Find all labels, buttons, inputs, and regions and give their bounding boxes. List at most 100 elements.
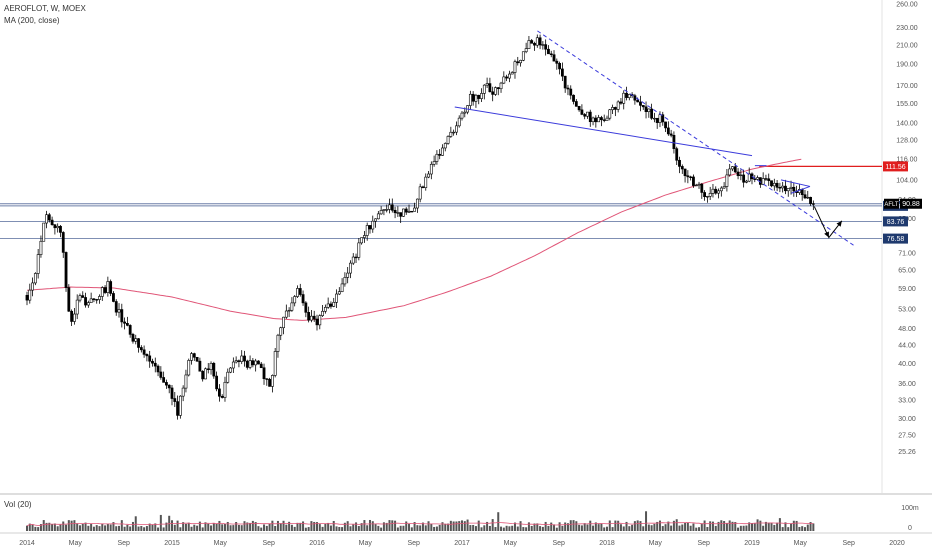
candle-body xyxy=(547,48,550,55)
volume-bar xyxy=(600,523,603,531)
volume-bar xyxy=(578,524,581,531)
volume-bar xyxy=(279,523,282,531)
volume-bar xyxy=(131,521,134,531)
candle-body xyxy=(421,186,425,188)
candle-body xyxy=(669,133,673,136)
volume-bar xyxy=(288,521,291,531)
volume-bar xyxy=(806,524,809,531)
volume-bar xyxy=(639,521,642,531)
volume-bar xyxy=(265,525,268,531)
volume-bar xyxy=(78,525,81,531)
volume-bar xyxy=(332,520,335,531)
volume-bar xyxy=(182,522,185,531)
candle-body xyxy=(390,204,394,211)
candle-body xyxy=(789,186,793,189)
candle-body xyxy=(533,42,536,46)
candle-body xyxy=(496,87,500,90)
candle-body xyxy=(477,94,481,99)
ma-200-line xyxy=(26,158,802,321)
candle-body xyxy=(563,75,567,89)
candle-body xyxy=(178,395,182,416)
volume-bar xyxy=(801,526,804,531)
candle-body xyxy=(125,323,129,326)
volume-bar xyxy=(508,526,511,531)
candle-body xyxy=(346,272,350,278)
volume-bar xyxy=(664,524,667,531)
y-tick-label: 30.00 xyxy=(898,416,916,423)
candle-body xyxy=(95,299,99,301)
candle-body xyxy=(689,176,693,178)
candle-body xyxy=(432,161,436,165)
volume-bar xyxy=(318,524,321,531)
candle-body xyxy=(248,360,252,368)
candle-body xyxy=(368,225,372,230)
volume-bar xyxy=(608,520,611,531)
volume-bar xyxy=(70,520,73,531)
current-price-tag xyxy=(900,198,922,209)
volume-bar xyxy=(539,526,542,531)
volume-bar xyxy=(500,526,503,531)
volume-bar xyxy=(784,522,787,531)
candle-body xyxy=(86,302,90,306)
candle-body xyxy=(722,186,726,189)
volume-bar xyxy=(424,525,427,531)
candle-body xyxy=(92,298,96,300)
candle-body xyxy=(304,302,308,313)
volume-bar xyxy=(594,522,597,531)
volume-bar xyxy=(447,523,450,531)
candle-body xyxy=(427,173,430,178)
volume-bar xyxy=(271,520,274,531)
volume-bar xyxy=(742,525,745,531)
volume-bar xyxy=(324,524,327,531)
candle-body xyxy=(167,384,171,389)
candle-body xyxy=(176,401,179,416)
candle-body xyxy=(781,185,785,189)
candle-body xyxy=(332,302,336,307)
volume-bar xyxy=(257,526,260,531)
volume-bar xyxy=(770,522,773,531)
trendline xyxy=(454,106,753,157)
candle-body xyxy=(694,184,698,187)
candle-body xyxy=(393,209,397,214)
volume-bar xyxy=(762,525,765,531)
candle-body xyxy=(415,198,419,209)
y-tick-label: 104.00 xyxy=(896,177,918,184)
volume-pane: 100m 0 xyxy=(26,505,919,532)
candle-body xyxy=(349,262,352,274)
volume-bar xyxy=(480,527,483,531)
candle-body xyxy=(335,293,338,303)
volume-bar xyxy=(176,520,179,531)
volume-bar xyxy=(709,521,712,531)
candle-body xyxy=(463,111,467,114)
volume-bar xyxy=(781,527,784,531)
volume-bar xyxy=(193,524,196,531)
volume-axis-label-bottom: 0 xyxy=(908,525,912,532)
y-tick-label: 128.00 xyxy=(896,138,918,145)
volume-bar xyxy=(695,527,698,531)
volume-bar xyxy=(243,521,246,531)
volume-bar xyxy=(346,521,349,531)
candle-body xyxy=(424,176,428,188)
candle-body xyxy=(731,166,734,170)
y-tick-label: 36.00 xyxy=(898,381,916,388)
x-tick-label: 2017 xyxy=(454,540,470,547)
candle-body xyxy=(633,95,637,101)
candle-body xyxy=(700,183,704,193)
candle-body xyxy=(650,108,654,119)
candle-body xyxy=(786,188,790,192)
candle-body xyxy=(613,107,617,110)
candle-body xyxy=(747,173,751,182)
candle-body xyxy=(513,61,517,73)
volume-bar xyxy=(667,521,670,531)
x-tick-label: Sep xyxy=(407,540,420,547)
candle-body xyxy=(770,180,773,187)
volume-bar xyxy=(399,525,402,531)
volume-bar xyxy=(210,525,213,531)
volume-bar xyxy=(463,521,466,531)
volume-bar xyxy=(647,524,650,531)
volume-bar xyxy=(310,521,313,531)
y-tick-label: 260.00 xyxy=(896,2,918,9)
x-tick-label: Sep xyxy=(697,540,710,547)
candle-body xyxy=(53,224,57,229)
